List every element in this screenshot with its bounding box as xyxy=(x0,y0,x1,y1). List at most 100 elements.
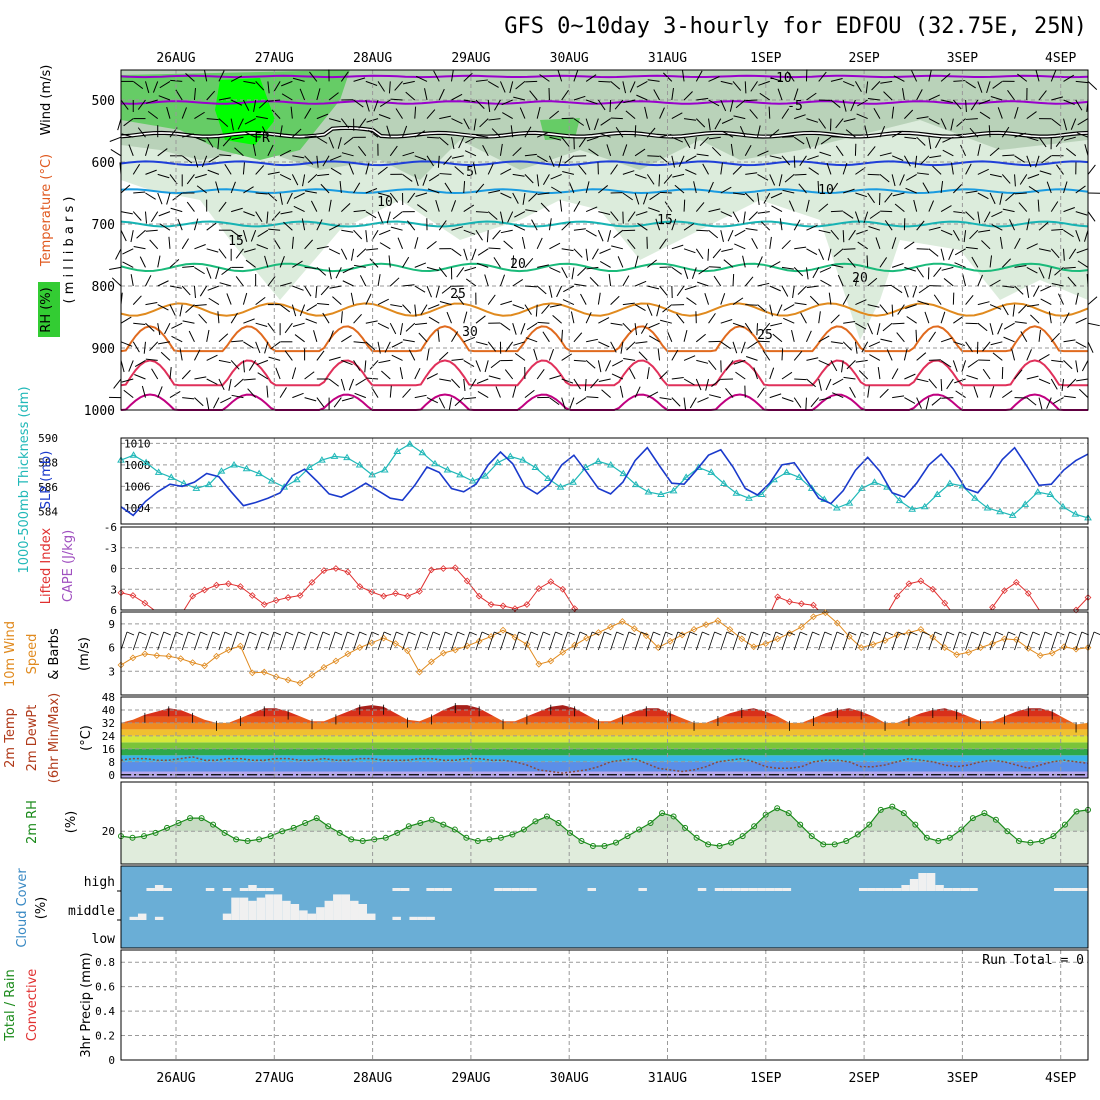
wind-barb xyxy=(842,99,847,112)
wind-barb xyxy=(266,385,269,398)
wind-barb xyxy=(1063,99,1075,105)
wind-barb xyxy=(917,300,930,306)
rh2m-point xyxy=(613,839,620,846)
wind-barb xyxy=(365,293,372,305)
date-label-bottom: 29AUG xyxy=(451,1071,490,1086)
wind-barb xyxy=(623,358,636,361)
wind-barb xyxy=(435,285,440,298)
wind-barb xyxy=(708,76,720,82)
wind-barb xyxy=(725,360,734,371)
panel-frame xyxy=(120,611,1089,696)
wind-barb xyxy=(758,80,770,86)
thickness-point xyxy=(355,461,364,468)
wind-barb xyxy=(891,263,904,268)
wind-barb xyxy=(315,285,318,298)
wind10-barb xyxy=(1038,631,1046,651)
wind-barb xyxy=(585,312,592,324)
wind10-point xyxy=(416,668,423,676)
rh2m-point xyxy=(520,826,527,833)
wind10-barb xyxy=(426,631,434,651)
wind10-barb xyxy=(744,631,752,651)
wind-barb xyxy=(806,224,818,231)
wind-barb xyxy=(837,274,844,287)
wind-barb xyxy=(389,192,399,203)
wind-barb xyxy=(1038,329,1041,342)
thickness-point xyxy=(255,469,264,477)
wind-barb xyxy=(676,285,685,297)
slp-tick: 1010 xyxy=(124,437,151,450)
wind-barb xyxy=(625,110,636,119)
wind-barb xyxy=(867,385,870,398)
wind-barb xyxy=(1030,314,1040,324)
thickness-point xyxy=(1033,488,1042,495)
rh2m-point xyxy=(290,824,297,831)
wind-barb xyxy=(601,389,611,398)
wind-barb xyxy=(757,282,770,287)
rh2m-point xyxy=(1027,839,1034,846)
wind-barb xyxy=(1035,155,1040,168)
wind10-barb-flag xyxy=(873,631,881,636)
wind-barb xyxy=(978,99,991,105)
wind-barb xyxy=(571,267,575,280)
wind-barb xyxy=(353,209,366,213)
wind-barb xyxy=(1050,248,1060,259)
wind-barb xyxy=(1018,202,1028,212)
isotherm-label: 10 xyxy=(818,183,834,198)
wind-barb xyxy=(399,367,404,380)
thickness-point xyxy=(380,465,389,473)
wind-barb xyxy=(751,238,758,250)
wind-barb xyxy=(386,211,391,224)
wind10-barb xyxy=(512,631,520,651)
wind-barb xyxy=(805,397,807,410)
wind10-barb-flag xyxy=(738,631,747,636)
wind-barb xyxy=(965,99,967,113)
wind10-barb-flag xyxy=(849,631,857,636)
wind-barb xyxy=(916,136,926,146)
wind-barb xyxy=(292,155,305,159)
wind-barb xyxy=(657,348,661,361)
wind-barb xyxy=(744,81,747,94)
wind-barb xyxy=(556,285,563,298)
wind-barb xyxy=(991,224,1003,231)
wind10-barbs-label: & Barbs xyxy=(47,628,62,680)
wind-barb xyxy=(961,360,967,372)
rh2m-point xyxy=(129,834,136,841)
wind-barb xyxy=(1014,106,1019,119)
wind-barb xyxy=(794,246,807,250)
wind-barb xyxy=(893,75,905,82)
wind-barb xyxy=(989,386,995,398)
thickness-point xyxy=(644,488,653,495)
wind-barb xyxy=(954,248,966,256)
wind-barb xyxy=(856,229,868,235)
wind-barb xyxy=(891,237,897,249)
wind-barb xyxy=(548,348,554,361)
wind10-barb-flag xyxy=(212,631,220,636)
wind-barb xyxy=(316,246,329,250)
wind-barb xyxy=(1075,211,1088,216)
thickness-point xyxy=(481,472,490,479)
wind-barb xyxy=(525,337,538,343)
wind-barb xyxy=(501,99,513,106)
wind-barb xyxy=(695,118,706,128)
cloud-frame xyxy=(120,865,1089,949)
wind-barb xyxy=(488,247,501,250)
wind-barb xyxy=(456,267,465,278)
wind-barb xyxy=(328,199,332,212)
wind-barb xyxy=(876,323,881,336)
thickness-tick: 586 xyxy=(38,481,58,494)
wind-barb xyxy=(284,350,293,361)
rh2m-point xyxy=(728,839,735,846)
cloud-high-bar xyxy=(952,888,961,891)
wind-barb xyxy=(1051,359,1064,363)
cloud-middle-bar xyxy=(137,913,147,920)
wind-barb xyxy=(940,205,952,213)
cloud-high-bar xyxy=(154,885,164,891)
wind10-point xyxy=(177,655,185,663)
wind-barb xyxy=(206,136,214,148)
wind-barb xyxy=(368,129,379,138)
wind-barb xyxy=(328,378,339,387)
cloud-middle-bar xyxy=(417,916,427,920)
wind-barb xyxy=(230,99,243,106)
wind-barb xyxy=(299,88,306,101)
